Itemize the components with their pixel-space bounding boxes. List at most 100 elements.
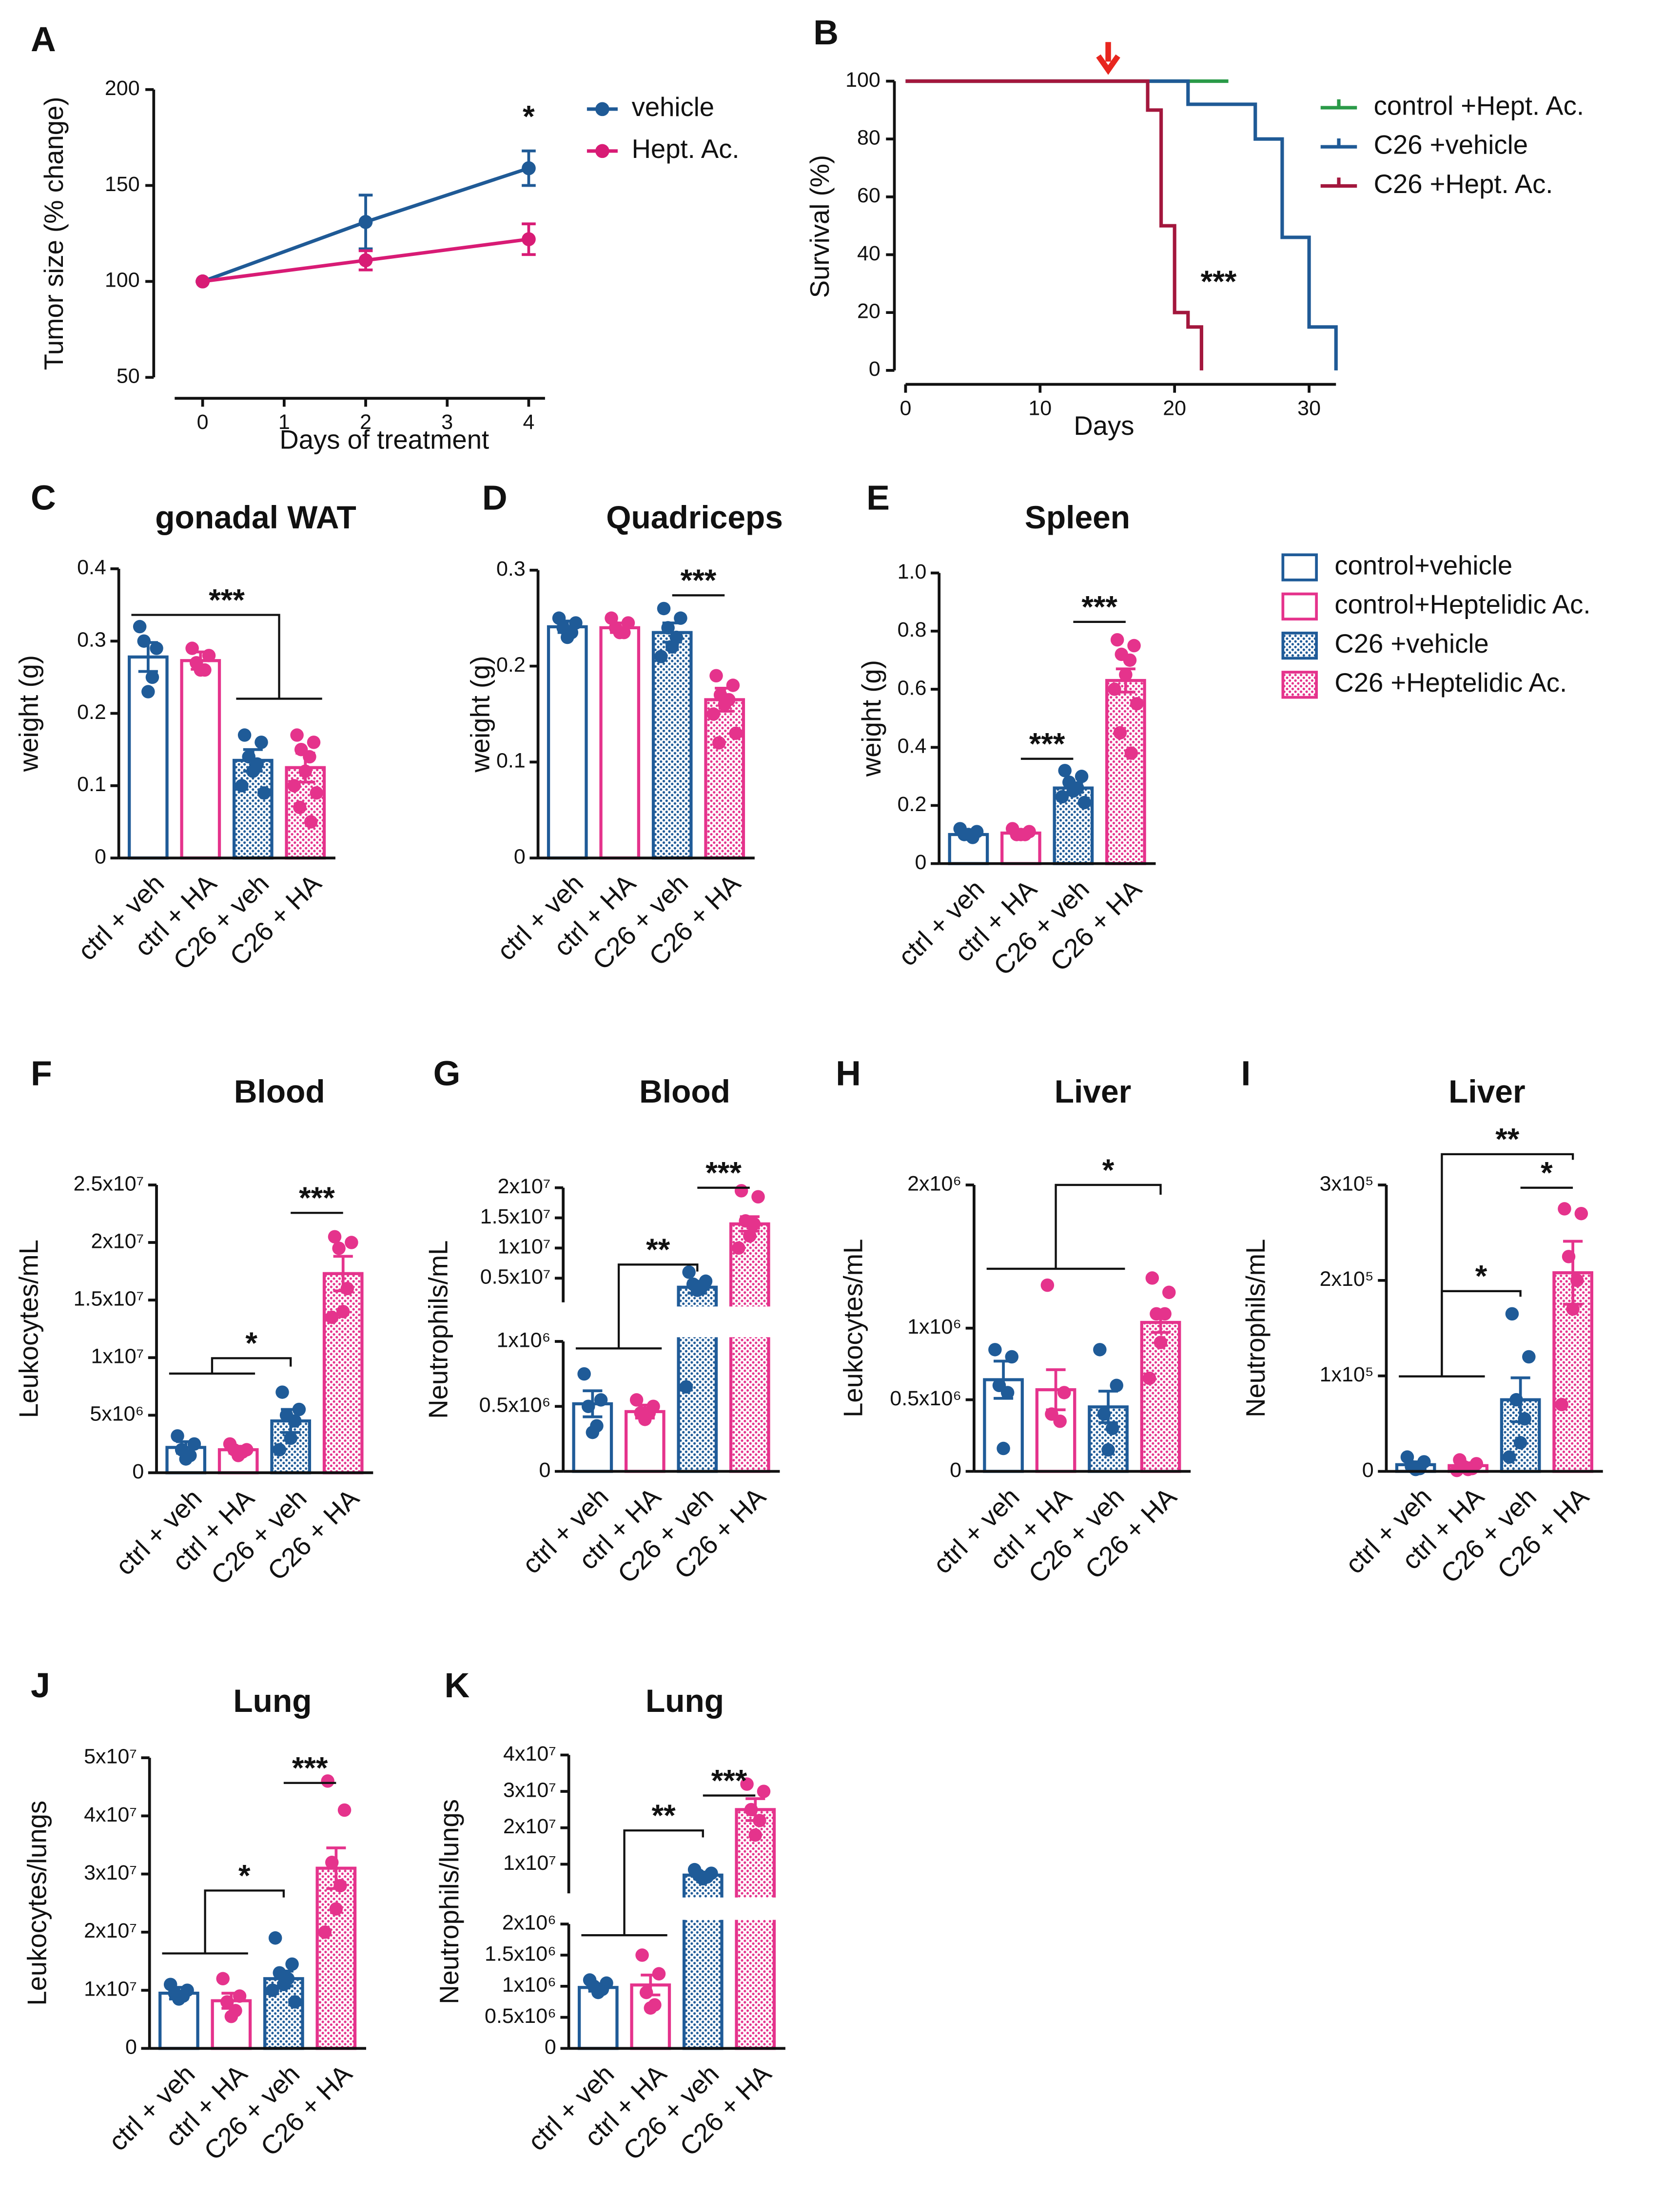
data-point (220, 1995, 234, 2009)
bar (729, 1222, 770, 1473)
legend-label: vehicle (632, 92, 715, 122)
significance-label: ** (652, 1799, 676, 1833)
significance-label: * (1541, 1156, 1553, 1190)
panel-letter: B (813, 13, 839, 52)
y-tick-label: 2x10⁵ (1320, 1267, 1374, 1291)
data-point (285, 1957, 299, 1971)
y-tick-label: 0.5x10⁷ (480, 1265, 551, 1289)
data-point (1005, 1350, 1019, 1364)
data-point (654, 650, 668, 663)
y-tick-label: 2.5x10⁷ (74, 1172, 144, 1195)
data-point (304, 815, 318, 829)
data-point (1570, 1274, 1584, 1287)
x-tick-label: 10 (1028, 396, 1052, 420)
data-point (254, 736, 268, 749)
y-tick-label: 100 (845, 68, 880, 92)
data-point (1162, 1285, 1176, 1300)
data-point (1513, 1436, 1527, 1450)
y-tick-label: 0 (539, 1458, 550, 1482)
data-point (961, 828, 976, 841)
data-point (233, 1989, 247, 2003)
panel-letter: H (836, 1054, 861, 1093)
legend-marker (595, 102, 609, 116)
data-point (679, 1380, 693, 1394)
x-tick-label: 3 (441, 410, 453, 434)
x-tick-label: 0 (900, 396, 911, 420)
data-point (726, 679, 740, 692)
data-point (748, 1828, 763, 1842)
data-point (171, 1429, 184, 1443)
data-point (665, 640, 679, 654)
y-tick-label: 100 (105, 269, 140, 292)
significance-label: * (245, 1326, 257, 1360)
data-point (1101, 1443, 1115, 1457)
significance-bracket (131, 614, 322, 700)
data-point (266, 1983, 279, 1997)
y-tick-label: 0.3 (77, 628, 106, 652)
data-point (284, 1431, 297, 1445)
chart-title: Lung (646, 1683, 724, 1719)
bar (547, 625, 588, 860)
legend-swatch (1320, 99, 1357, 110)
data-point (1119, 668, 1133, 681)
data-point (340, 1281, 354, 1296)
data-point (1058, 764, 1072, 777)
y-tick-label: 4x10⁷ (503, 1742, 556, 1766)
chart-title: Liver (1448, 1073, 1526, 1109)
data-point (257, 786, 271, 800)
data-point (1110, 633, 1124, 647)
y-tick-label: 0 (1362, 1458, 1374, 1482)
data-point (744, 1803, 758, 1817)
y-tick-label: 0.1 (77, 773, 106, 796)
significance-bracket (986, 1184, 1162, 1270)
data-point (988, 1343, 1002, 1357)
y-tick-label: 60 (857, 184, 880, 207)
y-axis-label: weight (g) (465, 656, 495, 773)
significance-label: * (1475, 1260, 1487, 1294)
legend-label: Hept. Ac. (632, 134, 740, 164)
data-point (747, 1217, 761, 1231)
data-point (1158, 1307, 1172, 1321)
data-point (753, 1814, 766, 1827)
y-tick-label: 1.5x10⁷ (74, 1287, 144, 1311)
data-point (1105, 1421, 1119, 1436)
data-point (298, 764, 313, 778)
y-tick-label: 0 (869, 357, 880, 381)
y-axis-label: Tumor size (% change) (39, 97, 69, 370)
legend-swatch (1281, 553, 1318, 582)
data-point (307, 736, 321, 749)
data-point (639, 1985, 653, 1999)
data-point (237, 728, 252, 742)
panel-letter: A (31, 20, 56, 59)
treatment-arrow (1096, 42, 1120, 75)
significance-bracket (575, 1263, 699, 1350)
data-point (1558, 1202, 1571, 1216)
y-tick-label: 1x10⁷ (498, 1235, 551, 1259)
y-tick-label: 0 (950, 1458, 961, 1482)
data-point (187, 1437, 201, 1451)
data-point (310, 786, 323, 800)
data-point (194, 663, 208, 677)
data-point (1145, 1271, 1159, 1285)
significance-label: *** (711, 1764, 747, 1798)
y-tick-label: 0.2 (77, 700, 106, 724)
data-point (224, 2010, 238, 2023)
x-tick-label: 2 (360, 410, 372, 434)
y-axis-label: Survival (%) (805, 155, 835, 298)
significance-bracket (1399, 1290, 1522, 1378)
y-tick-label: 1x10⁶ (907, 1315, 961, 1339)
chart-title: Spleen (1025, 499, 1130, 535)
data-point (652, 1967, 666, 1981)
data-point (743, 1229, 757, 1243)
data-point (268, 1931, 282, 1945)
chart-title: Quadriceps (606, 499, 783, 535)
data-point (613, 625, 627, 640)
bar (704, 698, 745, 860)
data-point (718, 698, 731, 712)
data-point (333, 1879, 347, 1893)
legend-label: control +Hept. Ac. (1374, 91, 1584, 120)
data-point (336, 1305, 350, 1319)
data-point (275, 1385, 289, 1399)
